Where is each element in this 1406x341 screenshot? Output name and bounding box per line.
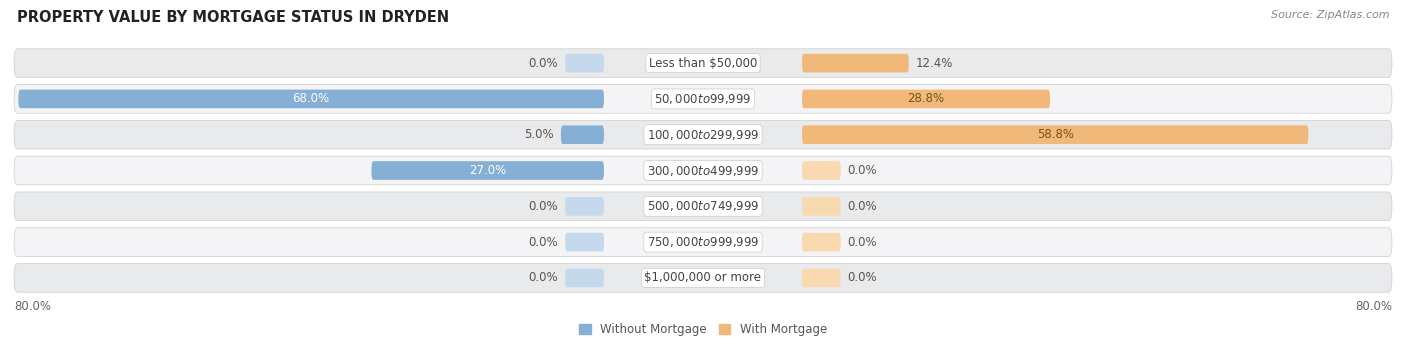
Text: 0.0%: 0.0% — [848, 236, 877, 249]
FancyBboxPatch shape — [561, 125, 605, 144]
Text: PROPERTY VALUE BY MORTGAGE STATUS IN DRYDEN: PROPERTY VALUE BY MORTGAGE STATUS IN DRY… — [17, 10, 449, 25]
Text: 0.0%: 0.0% — [848, 164, 877, 177]
FancyBboxPatch shape — [371, 161, 605, 180]
FancyBboxPatch shape — [14, 120, 1392, 149]
Text: $500,000 to $749,999: $500,000 to $749,999 — [647, 199, 759, 213]
Text: Less than $50,000: Less than $50,000 — [648, 57, 758, 70]
Text: 0.0%: 0.0% — [529, 236, 558, 249]
FancyBboxPatch shape — [801, 125, 1309, 144]
Text: $100,000 to $299,999: $100,000 to $299,999 — [647, 128, 759, 142]
FancyBboxPatch shape — [801, 54, 908, 72]
Text: 0.0%: 0.0% — [848, 200, 877, 213]
Text: Source: ZipAtlas.com: Source: ZipAtlas.com — [1271, 10, 1389, 20]
FancyBboxPatch shape — [14, 228, 1392, 256]
Text: 27.0%: 27.0% — [470, 164, 506, 177]
Text: 58.8%: 58.8% — [1036, 128, 1074, 141]
Text: 80.0%: 80.0% — [1355, 300, 1392, 313]
FancyBboxPatch shape — [565, 54, 605, 72]
Legend: Without Mortgage, With Mortgage: Without Mortgage, With Mortgage — [574, 318, 832, 341]
Text: 68.0%: 68.0% — [292, 92, 330, 105]
Text: $50,000 to $99,999: $50,000 to $99,999 — [654, 92, 752, 106]
Text: $750,000 to $999,999: $750,000 to $999,999 — [647, 235, 759, 249]
Text: 28.8%: 28.8% — [907, 92, 945, 105]
FancyBboxPatch shape — [565, 197, 605, 216]
Text: 0.0%: 0.0% — [529, 200, 558, 213]
FancyBboxPatch shape — [14, 85, 1392, 113]
FancyBboxPatch shape — [801, 161, 841, 180]
Text: 0.0%: 0.0% — [529, 57, 558, 70]
FancyBboxPatch shape — [14, 264, 1392, 292]
FancyBboxPatch shape — [801, 233, 841, 251]
FancyBboxPatch shape — [565, 233, 605, 251]
Text: 12.4%: 12.4% — [915, 57, 953, 70]
Text: $300,000 to $499,999: $300,000 to $499,999 — [647, 163, 759, 178]
FancyBboxPatch shape — [14, 49, 1392, 77]
FancyBboxPatch shape — [565, 269, 605, 287]
Text: $1,000,000 or more: $1,000,000 or more — [644, 271, 762, 284]
FancyBboxPatch shape — [801, 90, 1050, 108]
FancyBboxPatch shape — [18, 90, 605, 108]
Text: 0.0%: 0.0% — [529, 271, 558, 284]
FancyBboxPatch shape — [801, 197, 841, 216]
Text: 5.0%: 5.0% — [524, 128, 554, 141]
FancyBboxPatch shape — [14, 156, 1392, 185]
FancyBboxPatch shape — [14, 192, 1392, 221]
Text: 80.0%: 80.0% — [14, 300, 51, 313]
FancyBboxPatch shape — [801, 269, 841, 287]
Text: 0.0%: 0.0% — [848, 271, 877, 284]
